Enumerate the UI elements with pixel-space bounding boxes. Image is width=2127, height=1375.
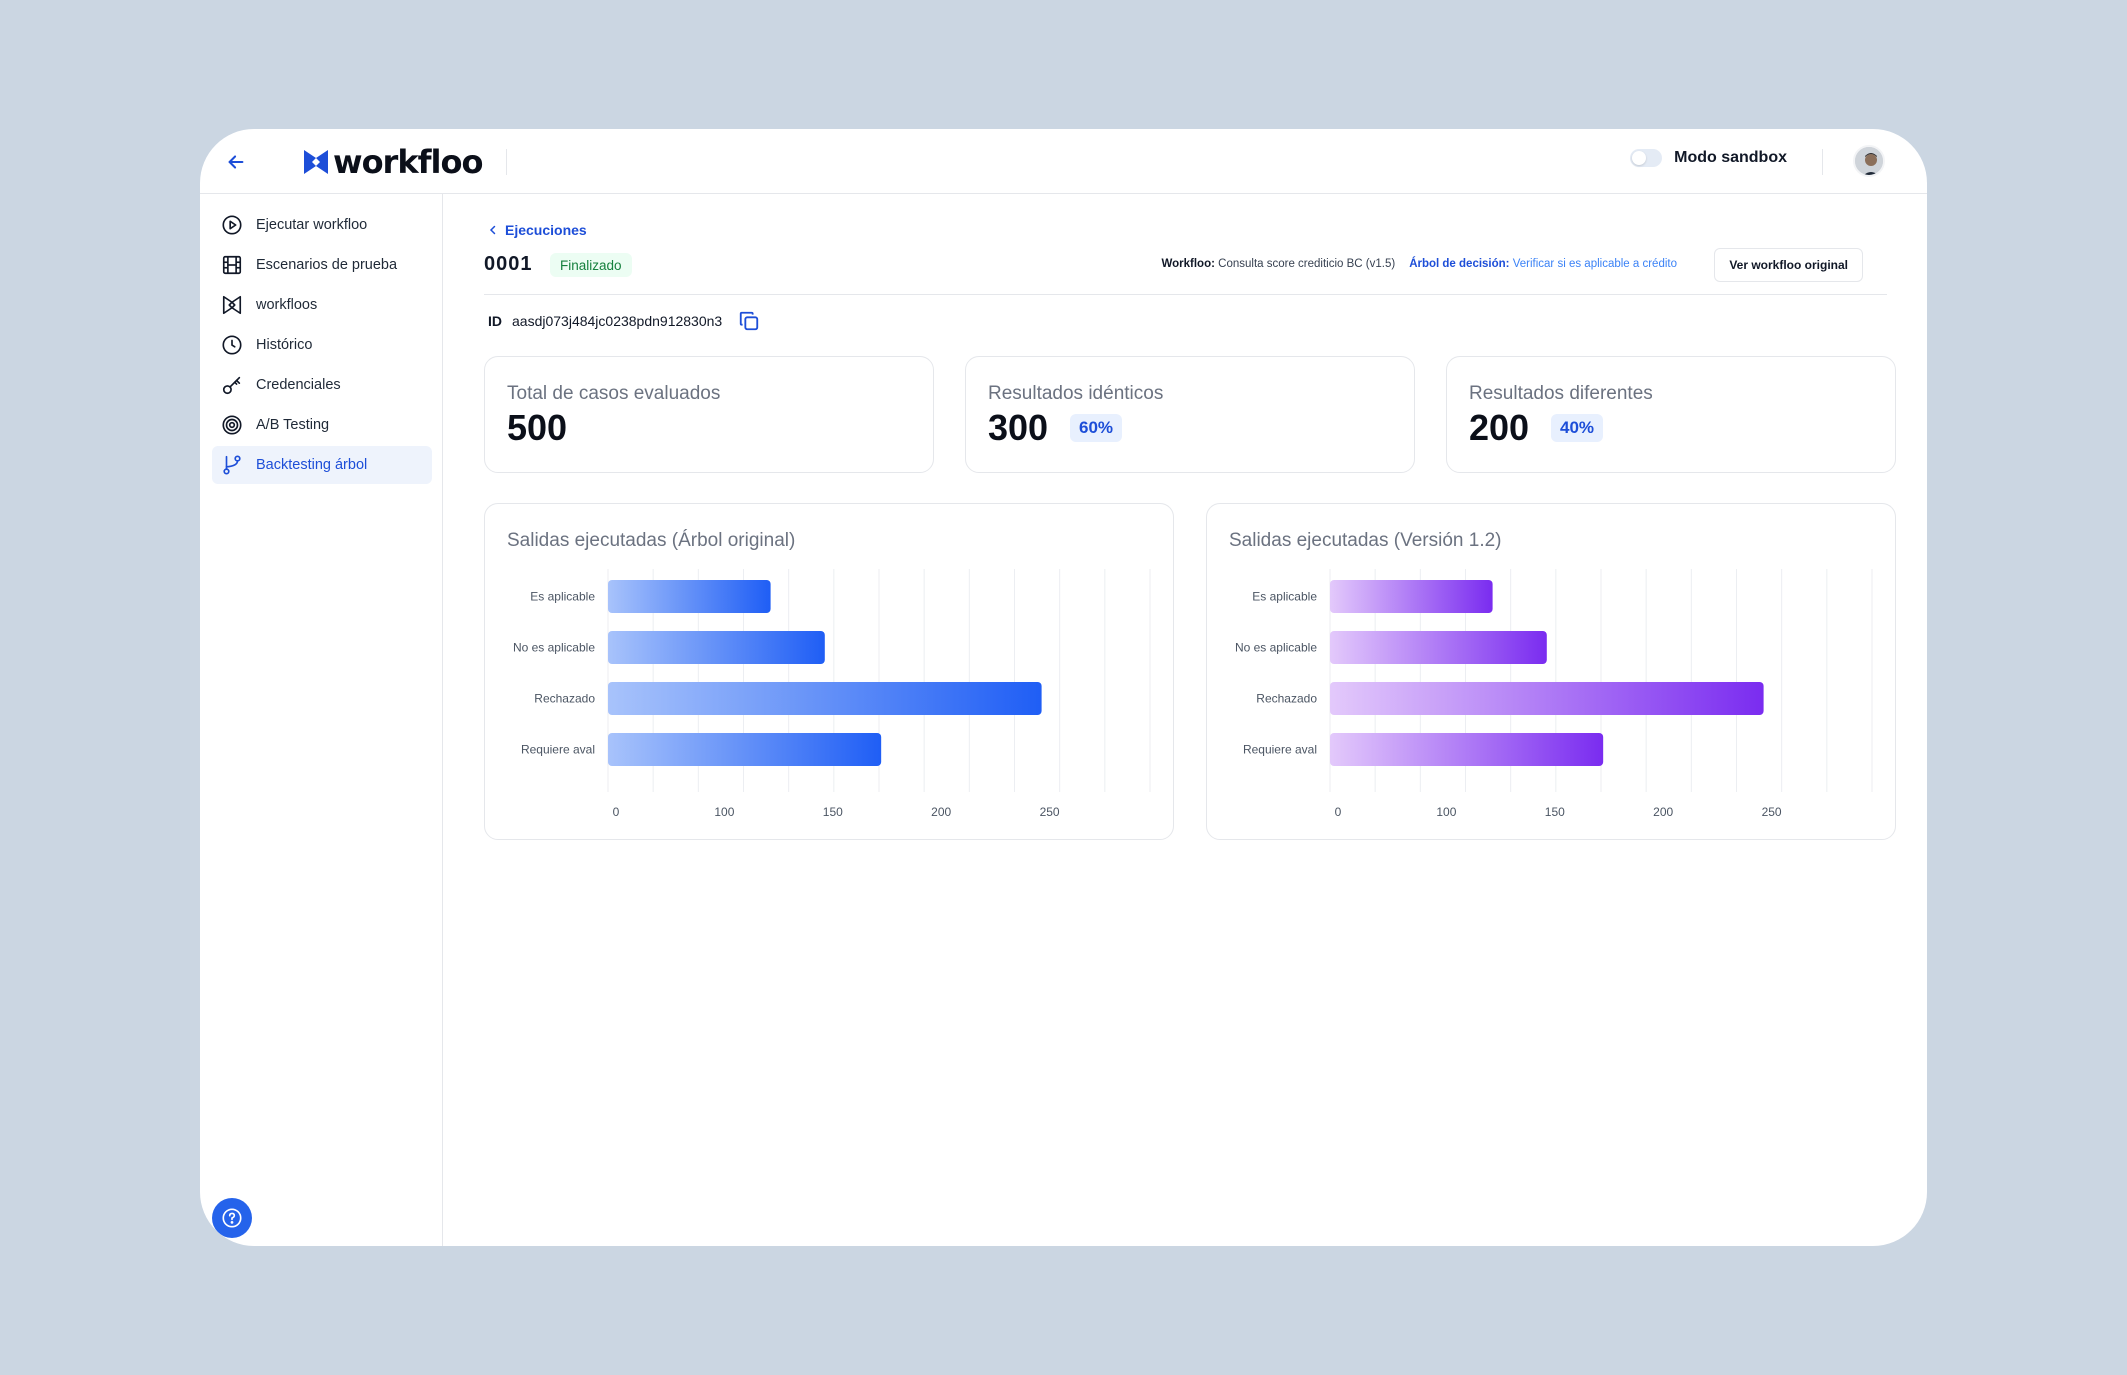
category-label: No es aplicable (1235, 641, 1317, 655)
sidebar: Ejecutar workfloo Escenarios de prueba w… (200, 194, 443, 1246)
stat-label: Total de casos evaluados (507, 383, 721, 404)
branch-icon (220, 453, 244, 477)
logo-text: workfloo (333, 143, 483, 181)
workflow-icon (220, 293, 244, 317)
execution-meta: Workfloo: Consulta score crediticio BC (… (1161, 258, 1677, 270)
main-content: Ejecuciones 0001 Finalizado Workfloo: Co… (444, 194, 1927, 1246)
category-label: Requiere aval (1243, 743, 1317, 757)
category-label: Es aplicable (530, 590, 595, 604)
category-label: Rechazado (1256, 692, 1317, 706)
chart-card-version: Salidas ejecutadas (Versión 1.2) Es apli… (1206, 503, 1896, 840)
divider (1822, 149, 1823, 175)
bar[interactable] (1330, 631, 1547, 664)
sidebar-item-historico[interactable]: Histórico (212, 326, 432, 364)
workfloo-logo-icon (304, 150, 328, 174)
stat-value: 300 (988, 407, 1049, 448)
chart-title: Salidas ejecutadas (Versión 1.2) (1229, 530, 1502, 551)
logo: workfloo (303, 143, 483, 181)
stat-percent-badge: 60% (1070, 414, 1123, 442)
category-label: Rechazado (534, 692, 595, 706)
tick-label: 0 (1335, 805, 1342, 819)
tick-label: 200 (1653, 805, 1673, 819)
sandbox-toggle-group: Modo sandbox (1630, 149, 1787, 167)
arrow-left-icon (228, 155, 244, 169)
category-label: Es aplicable (1252, 590, 1317, 604)
chart-card-original: Salidas ejecutadas (Árbol original) Es a… (484, 503, 1174, 840)
stat-card-total: Total de casos evaluados 500 (484, 356, 934, 473)
copy-icon[interactable] (738, 310, 760, 332)
sidebar-item-label: workfloos (256, 297, 318, 313)
tick-label: 200 (931, 805, 951, 819)
category-label: Requiere aval (521, 743, 595, 757)
bar[interactable] (608, 631, 825, 664)
play-circle-icon (220, 213, 244, 237)
app-window: workfloo Modo sandbox Ejecutar workfloo (200, 129, 1927, 1246)
tree-value[interactable]: Verificar si es aplicable a crédito (1512, 258, 1677, 270)
tree-key: Árbol de decisión: (1409, 258, 1510, 270)
film-icon (220, 253, 244, 277)
sidebar-item-label: A/B Testing (256, 417, 330, 433)
sidebar-item-ejecutar-workfloo[interactable]: Ejecutar workfloo (212, 206, 432, 244)
sandbox-toggle[interactable] (1630, 149, 1663, 167)
status-badge: Finalizado (550, 253, 632, 277)
help-button[interactable] (212, 1198, 252, 1238)
divider (484, 294, 1887, 295)
bar[interactable] (608, 733, 882, 766)
tick-label: 100 (1436, 805, 1456, 819)
back-button[interactable] (216, 142, 256, 182)
sidebar-item-label: Escenarios de prueba (256, 257, 398, 273)
stat-card-identical: Resultados idénticos 300 60% (965, 356, 1415, 473)
execution-id: 0001 (484, 253, 533, 275)
workflow-key: Workfloo: (1161, 258, 1215, 270)
stat-card-different: Resultados diferentes 200 40% (1446, 356, 1896, 473)
avatar[interactable] (1853, 145, 1885, 177)
tick-label: 100 (714, 805, 734, 819)
id-label: ID (488, 313, 502, 329)
target-icon (220, 413, 244, 437)
chart-version: Es aplicable No es aplicable Rechazado Requ… (1235, 569, 1873, 819)
stat-value: 200 (1469, 407, 1530, 448)
chart-original: Es aplicable No es aplicable Rechazado Requ… (513, 569, 1151, 819)
sidebar-item-backtesting-arbol[interactable]: Backtesting árbol (212, 446, 432, 484)
tick-label: 150 (1545, 805, 1565, 819)
tick-label: 150 (823, 805, 843, 819)
sidebar-item-label: Histórico (256, 337, 313, 353)
bar[interactable] (608, 682, 1042, 715)
bar[interactable] (1330, 682, 1764, 715)
bar[interactable] (1330, 580, 1493, 613)
chart-title: Salidas ejecutadas (Árbol original) (507, 530, 796, 551)
sidebar-item-label: Ejecutar workfloo (256, 217, 368, 233)
stat-label: Resultados diferentes (1469, 383, 1653, 404)
view-original-workflow-button[interactable]: Ver workfloo original (1714, 248, 1863, 282)
stat-percent-badge: 40% (1551, 414, 1604, 442)
sandbox-label: Modo sandbox (1674, 149, 1787, 166)
sidebar-item-label: Backtesting árbol (256, 457, 368, 473)
stat-label: Resultados idénticos (988, 383, 1164, 404)
key-icon (220, 373, 244, 397)
tick-label: 250 (1040, 805, 1060, 819)
tick-label: 0 (613, 805, 620, 819)
breadcrumb-label: Ejecuciones (505, 222, 587, 238)
divider (506, 149, 507, 175)
help-icon (222, 1208, 242, 1228)
workflow-value: Consulta score crediticio BC (v1.5) (1218, 258, 1396, 270)
sidebar-item-label: Credenciales (256, 377, 341, 393)
breadcrumb[interactable]: Ejecuciones (487, 222, 587, 238)
id-value: aasdj073j484jc0238pdn912830n3 (512, 313, 723, 329)
category-label: No es aplicable (513, 641, 595, 655)
stat-value: 500 (507, 407, 568, 448)
sidebar-item-workfloos[interactable]: workfloos (212, 286, 432, 324)
id-row: ID aasdj073j484jc0238pdn912830n3 (488, 310, 760, 332)
sidebar-item-escenarios[interactable]: Escenarios de prueba (212, 246, 432, 284)
top-bar: workfloo Modo sandbox (200, 129, 1927, 194)
tick-label: 250 (1762, 805, 1782, 819)
sidebar-item-ab-testing[interactable]: A/B Testing (212, 406, 432, 444)
sidebar-item-credenciales[interactable]: Credenciales (212, 366, 432, 404)
bar[interactable] (1330, 733, 1604, 766)
bar[interactable] (608, 580, 771, 613)
clock-icon (220, 333, 244, 357)
chevron-left-icon (489, 225, 496, 235)
